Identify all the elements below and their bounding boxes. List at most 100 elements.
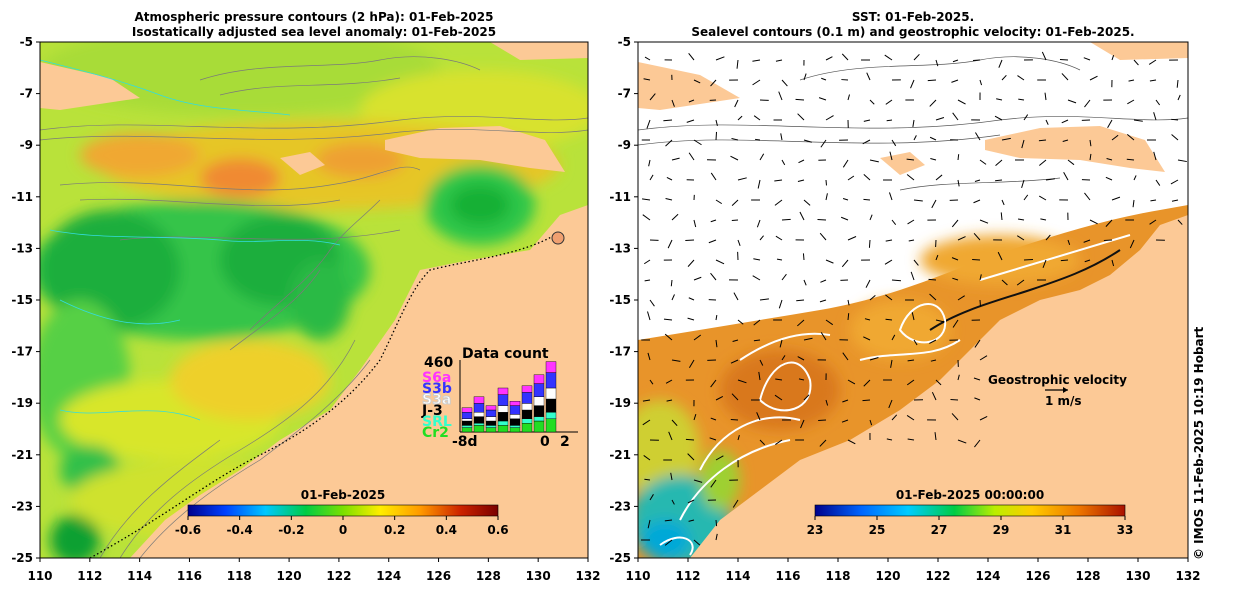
velocity-legend-label: Geostrophic velocity bbox=[988, 373, 1127, 387]
lat-tick-label: -9 bbox=[20, 138, 33, 152]
count-bar-segment bbox=[521, 403, 533, 411]
pressure-contours bbox=[40, 56, 588, 558]
colorbar-tick-label: 0.4 bbox=[436, 523, 457, 537]
velocity-arrow bbox=[688, 152, 695, 161]
data-count-bars bbox=[461, 361, 557, 433]
velocity-arrow bbox=[825, 259, 834, 264]
velocity-arrow bbox=[913, 259, 919, 266]
lat-tick-label: -23 bbox=[11, 499, 33, 513]
velocity-arrow bbox=[869, 294, 876, 301]
velocity-arrow bbox=[869, 159, 879, 163]
lat-tick-label: -5 bbox=[618, 35, 631, 49]
velocity-arrow bbox=[1061, 119, 1069, 124]
velocity-arrow bbox=[1083, 239, 1091, 243]
left-title-line2: Isostatically adjusted sea level anomaly… bbox=[131, 25, 497, 39]
velocity-arrow bbox=[1126, 134, 1135, 141]
velocity-arrow bbox=[1133, 119, 1143, 122]
velocity-arrow bbox=[841, 419, 849, 423]
mission-label: S3b bbox=[422, 381, 452, 397]
velocity-arrow bbox=[759, 359, 764, 366]
velocity-arrow bbox=[979, 79, 983, 86]
count-bar-segment bbox=[497, 412, 509, 422]
velocity-arrow bbox=[670, 472, 673, 481]
velocity-arrow bbox=[757, 179, 761, 189]
velocity-arrow bbox=[957, 154, 960, 161]
velocity-arrow bbox=[775, 235, 783, 241]
lat-tick-label: -15 bbox=[11, 293, 33, 307]
velocity-arrow bbox=[685, 438, 695, 441]
velocity-arrow bbox=[715, 533, 718, 541]
count-bar-segment bbox=[533, 396, 545, 406]
velocity-arrow bbox=[995, 159, 1003, 167]
velocity-arrow bbox=[643, 259, 651, 265]
mission-label: J-3 bbox=[421, 403, 443, 419]
velocity-arrow bbox=[647, 519, 651, 529]
velocity-arrow bbox=[847, 94, 850, 101]
count-bar-segment bbox=[521, 385, 533, 393]
colorbar-tick-label: 23 bbox=[807, 523, 824, 537]
velocity-arrow bbox=[979, 416, 988, 421]
velocity-arrow bbox=[649, 299, 655, 307]
velocity-arrow bbox=[687, 453, 695, 461]
colorbar-tick-label: 25 bbox=[869, 523, 886, 537]
velocity-arrow bbox=[825, 56, 833, 61]
count-bar-segment bbox=[509, 401, 521, 406]
velocity-arrow bbox=[864, 318, 871, 321]
lon-tick-label: 130 bbox=[1125, 569, 1150, 583]
velocity-arrow bbox=[687, 499, 695, 504]
velocity-arrow bbox=[973, 199, 981, 204]
velocity-arrow bbox=[775, 378, 783, 381]
velocity-arrow bbox=[847, 439, 856, 445]
velocity-arrow bbox=[863, 379, 871, 387]
velocity-arrow bbox=[644, 56, 651, 61]
velocity-arrow bbox=[759, 153, 765, 161]
velocity-arrow bbox=[841, 53, 849, 61]
colorbar-tick-label: -0.6 bbox=[175, 523, 201, 537]
data-count-max: 460 bbox=[424, 355, 453, 371]
velocity-arrow bbox=[825, 319, 834, 326]
count-bar-segment bbox=[533, 383, 545, 398]
lon-tick-label: 122 bbox=[925, 569, 950, 583]
velocity-arrow bbox=[1103, 239, 1113, 242]
velocity-arrow bbox=[951, 257, 959, 261]
velocity-arrow bbox=[1111, 196, 1121, 201]
count-bar-segment bbox=[533, 416, 545, 422]
velocity-arrow bbox=[781, 273, 787, 281]
count-bar-segment bbox=[545, 418, 557, 433]
velocity-arrow bbox=[927, 79, 937, 82]
velocity-arrow bbox=[884, 259, 893, 265]
velocity-arrow bbox=[803, 73, 807, 81]
velocity-arrow bbox=[798, 159, 805, 164]
count-bar-segment bbox=[545, 387, 557, 400]
land-timor-right bbox=[985, 126, 1165, 172]
velocity-arrow bbox=[776, 258, 783, 261]
velocity-arrow bbox=[818, 97, 827, 101]
velocity-arrow bbox=[1001, 199, 1005, 206]
velocity-arrow bbox=[1133, 175, 1137, 181]
velocity-arrow bbox=[802, 253, 805, 261]
velocity-arrow bbox=[752, 275, 761, 281]
velocity-arrow bbox=[929, 99, 937, 107]
velocity-arrow bbox=[1129, 239, 1135, 249]
velocity-arrow bbox=[708, 239, 717, 244]
count-bar-segment bbox=[533, 405, 545, 417]
velocity-arrow bbox=[913, 53, 920, 61]
velocity-arrow bbox=[891, 414, 898, 421]
lon-tick-label: 116 bbox=[177, 569, 202, 583]
velocity-arrow bbox=[951, 413, 959, 421]
velocity-arrow bbox=[778, 299, 783, 309]
velocity-arrow bbox=[730, 155, 739, 161]
velocity-arrow bbox=[1062, 139, 1069, 142]
velocity-arrow bbox=[825, 193, 828, 201]
velocity-arrow bbox=[888, 399, 893, 409]
lat-tick-label: -17 bbox=[11, 345, 33, 359]
count-bar-segment bbox=[461, 425, 473, 428]
count-bar-segment bbox=[485, 420, 497, 426]
count-bar-segment bbox=[497, 387, 509, 395]
lon-tick-label: 112 bbox=[675, 569, 700, 583]
velocity-arrow bbox=[1128, 79, 1135, 82]
velocity-arrow bbox=[929, 136, 937, 141]
lon-tick-label: 118 bbox=[227, 569, 252, 583]
land-north bbox=[490, 42, 588, 60]
